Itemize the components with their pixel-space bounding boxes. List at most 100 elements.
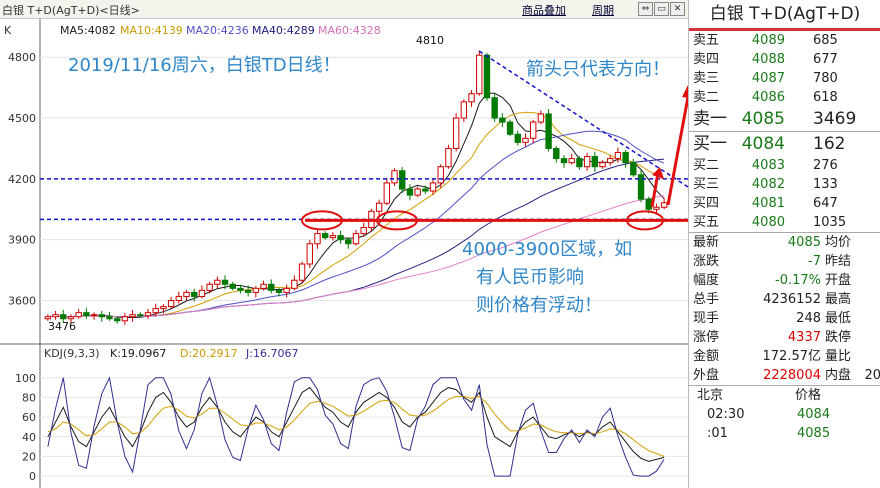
candle-body bbox=[375, 202, 383, 212]
zone-annotation-line3: 则价格有浮动！ bbox=[476, 295, 602, 316]
candle-body bbox=[298, 263, 306, 281]
candle-body bbox=[460, 101, 468, 119]
bid-price: 4080 bbox=[751, 215, 785, 230]
candle-body bbox=[83, 312, 90, 317]
ask-row: 卖二 4086 618 bbox=[689, 88, 880, 107]
price-chart[interactable]: 3600 3900 4200 4500 4800 0 20 40 60 80 100 K MA5:… bbox=[0, 19, 688, 488]
candle-body bbox=[113, 318, 121, 322]
bid-book: 买一 4084 162 买二 4083 276 买三 4082 133 买四 4081 647 买五 40… bbox=[689, 131, 880, 232]
kdj-tick-label: 0 bbox=[29, 470, 36, 483]
candle-body bbox=[337, 235, 344, 241]
ticks-place: 北京 bbox=[697, 388, 724, 403]
panel-title: 白银 T+D(AgT+D) bbox=[689, 0, 880, 31]
stat-label: 涨停 bbox=[693, 330, 720, 345]
candle-body bbox=[75, 312, 82, 318]
stat-row: 幅度 -0.17% 开盘 bbox=[689, 271, 880, 290]
candle-body bbox=[306, 243, 313, 265]
bid-price: 4084 bbox=[741, 134, 785, 154]
kdj-tick-label: 40 bbox=[22, 431, 36, 444]
bid-price: 4082 bbox=[751, 177, 785, 192]
bid-label: 买一 bbox=[693, 134, 727, 154]
candle-body bbox=[583, 156, 591, 168]
bid-row: 买五 4080 1035 bbox=[689, 213, 880, 232]
candle-body bbox=[121, 316, 129, 322]
stat-label-2: 昨结 bbox=[825, 254, 852, 269]
kdj-k-label: K:19.0967 bbox=[110, 347, 166, 360]
bid-row: 买三 4082 133 bbox=[689, 175, 880, 194]
highlight-circle bbox=[301, 210, 343, 231]
k-marker: K bbox=[4, 24, 12, 37]
ask-price: 4086 bbox=[751, 90, 785, 105]
bid-label: 买五 bbox=[693, 215, 720, 230]
candle-body bbox=[260, 283, 267, 289]
candle-body bbox=[129, 314, 136, 318]
y-tick-label: 4200 bbox=[8, 173, 36, 186]
candle-body bbox=[67, 316, 75, 320]
ask-price: 4085 bbox=[741, 109, 785, 129]
ask-label: 卖三 bbox=[693, 71, 720, 86]
stat-label: 外盘 bbox=[693, 368, 720, 383]
stat-label-2: 开盘 bbox=[825, 273, 852, 288]
candle-body bbox=[90, 314, 98, 317]
candle-body bbox=[175, 295, 183, 302]
stat-row: 金额 172.57亿 量比 bbox=[689, 347, 880, 366]
candle-body bbox=[399, 170, 406, 190]
overlay-button[interactable]: 商品叠加 bbox=[522, 4, 566, 17]
candle-body bbox=[599, 162, 606, 168]
kdj-tick-label: 100 bbox=[15, 372, 36, 385]
ask-row: 卖四 4088 677 bbox=[689, 50, 880, 69]
candle-body bbox=[514, 133, 521, 143]
candle-body bbox=[360, 227, 367, 235]
candle-body bbox=[576, 158, 583, 168]
y-tick-label: 3900 bbox=[8, 234, 36, 247]
kdj-tick-label: 80 bbox=[22, 391, 36, 404]
candle-body bbox=[476, 54, 483, 95]
arrow-head-small bbox=[652, 167, 664, 179]
kdj-k-line bbox=[47, 386, 665, 462]
y-tick-label: 3600 bbox=[8, 295, 36, 308]
candle-body bbox=[352, 233, 360, 245]
candle-body bbox=[198, 289, 206, 297]
ask-row: 卖三 4087 780 bbox=[689, 69, 880, 88]
stats-table: 最新 4085 均价 涨跌 -7 昨结 幅度 -0.17% 开盘 总手 4236152 最高 现手 248… bbox=[689, 232, 880, 385]
candle-body bbox=[44, 316, 52, 320]
stat-value: 2228004 bbox=[763, 368, 821, 383]
candle-body bbox=[568, 158, 575, 164]
candle-body bbox=[268, 283, 275, 291]
bid-row: 买一 4084 162 bbox=[689, 132, 880, 156]
candle-body bbox=[291, 279, 298, 289]
candle-body bbox=[591, 156, 599, 168]
candle-body bbox=[499, 117, 506, 123]
y-tick-label: 4500 bbox=[8, 112, 36, 125]
stat-label-2: 均价 bbox=[825, 235, 852, 250]
stat-row: 涨停 4337 跌停 bbox=[689, 328, 880, 347]
candle-body bbox=[553, 147, 560, 160]
candle-body bbox=[160, 306, 167, 310]
arrow-shaft-small bbox=[650, 172, 660, 208]
window-icon[interactable]: ▭ bbox=[654, 2, 669, 16]
close-icon[interactable]: ✕ bbox=[670, 2, 685, 16]
candle-body bbox=[321, 233, 329, 239]
kdj-label: KDJ(9,3,3) bbox=[44, 347, 100, 360]
candle-body bbox=[491, 97, 498, 119]
candle-body bbox=[244, 289, 252, 293]
bid-row: 买二 4083 276 bbox=[689, 156, 880, 175]
stat-value-2: 20 bbox=[864, 368, 880, 383]
bid-row: 买四 4081 647 bbox=[689, 194, 880, 213]
stat-row: 外盘 2228004 内盘 20 bbox=[689, 366, 880, 385]
stat-row: 总手 4236152 最高 bbox=[689, 290, 880, 309]
ask-label: 卖一 bbox=[693, 109, 727, 129]
period-button[interactable]: 周期 bbox=[592, 4, 614, 17]
candle-body bbox=[614, 152, 622, 160]
zone-annotation-line2: 有人民币影响 bbox=[476, 267, 584, 288]
ticks-price-header: 价格 bbox=[795, 388, 822, 403]
candle-body bbox=[452, 117, 460, 149]
candle-body bbox=[506, 121, 514, 135]
bid-volume: 162 bbox=[813, 134, 846, 154]
candle-body bbox=[252, 287, 260, 293]
low-label: 3476 bbox=[48, 320, 76, 333]
stat-label: 涨跌 bbox=[693, 254, 720, 269]
candle-body bbox=[329, 235, 337, 239]
stat-value: 172.57亿 bbox=[762, 349, 822, 364]
arrows-icon[interactable]: ⇔ bbox=[638, 2, 653, 16]
